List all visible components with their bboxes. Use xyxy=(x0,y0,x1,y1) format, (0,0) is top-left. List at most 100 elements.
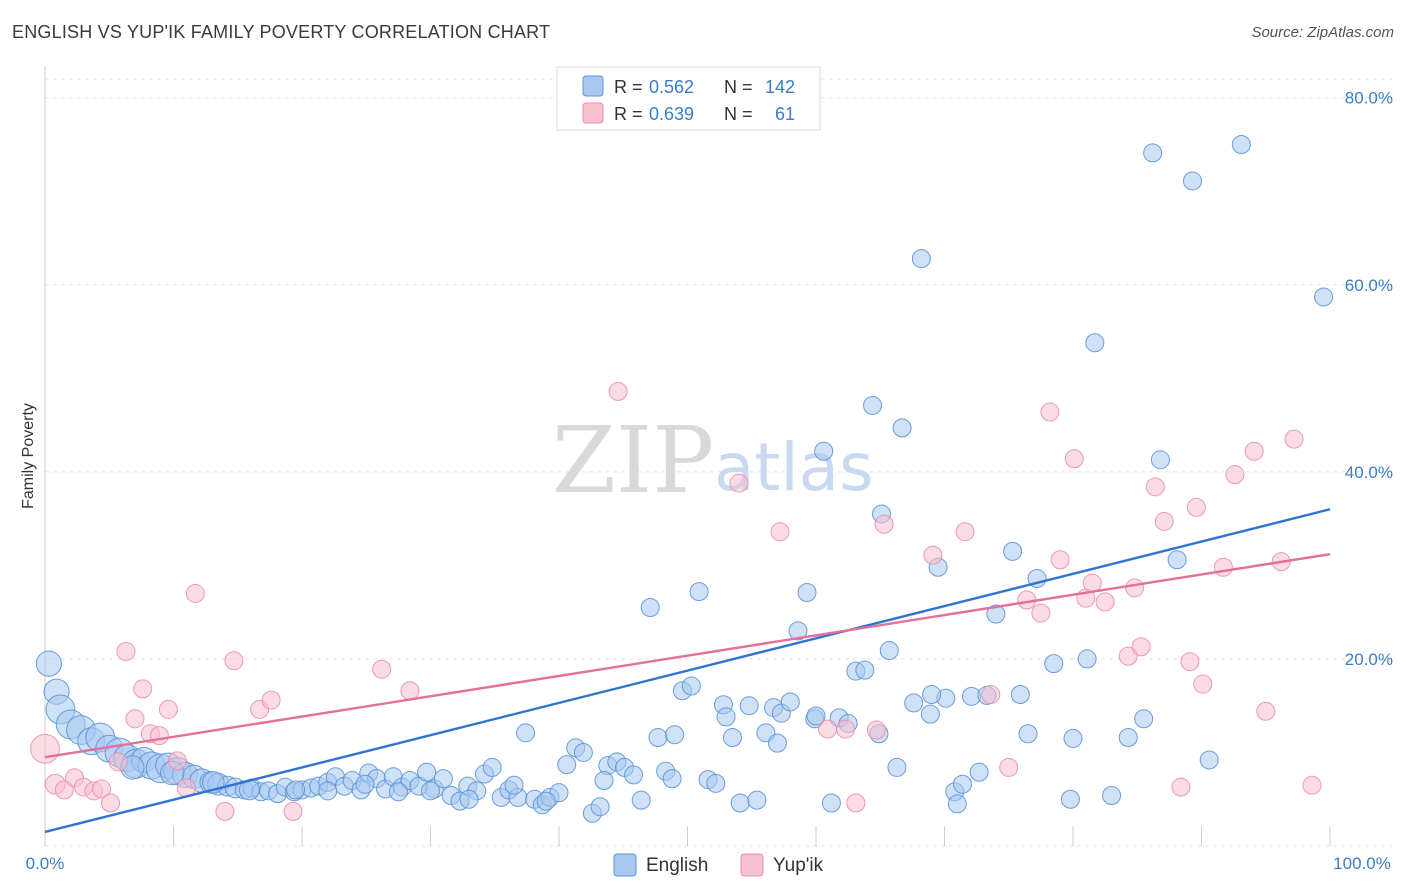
yupik-point xyxy=(92,779,112,799)
english-point xyxy=(814,441,834,461)
yupik-point xyxy=(1118,646,1138,666)
yupik-point xyxy=(1095,592,1115,612)
english-point xyxy=(1010,684,1030,704)
yupik-point xyxy=(729,473,749,493)
english-point xyxy=(986,604,1006,624)
english-point xyxy=(1003,541,1023,561)
english-point xyxy=(482,757,502,777)
yupik-point xyxy=(608,381,628,401)
yupik-point xyxy=(1244,441,1264,461)
yupik-point xyxy=(955,522,975,542)
yupik-point xyxy=(101,793,121,813)
english-point xyxy=(1063,728,1083,748)
yupik-point xyxy=(1050,550,1070,570)
english-point xyxy=(624,765,644,785)
english-point xyxy=(1134,709,1154,729)
legend-swatch-yupik xyxy=(582,102,604,124)
english-point xyxy=(388,782,408,802)
english-point xyxy=(892,418,912,438)
correlation-legend: R = 0.562 N = 142 R = 0.639 N = 61 xyxy=(556,66,821,131)
english-point xyxy=(1060,789,1080,809)
series-legend: English Yup'ik xyxy=(613,853,824,877)
english-point xyxy=(35,650,62,677)
english-point xyxy=(286,780,306,800)
y-tick-label: 80.0% xyxy=(1345,89,1393,108)
english-point xyxy=(1143,143,1163,163)
yupik-point xyxy=(224,651,244,671)
trend-lines xyxy=(44,508,1331,834)
yupik-point xyxy=(923,545,943,565)
english-point xyxy=(573,742,593,762)
english-point xyxy=(1018,724,1038,744)
english-point xyxy=(879,641,899,661)
yupik-point xyxy=(999,757,1019,777)
yupik-trendline xyxy=(44,552,1331,759)
chart-title: ENGLISH VS YUP'IK FAMILY POVERTY CORRELA… xyxy=(12,22,551,42)
english-point xyxy=(788,621,808,641)
english-point xyxy=(911,249,931,269)
y-axis-tick-labels: 20.0% 40.0% 60.0% 80.0% xyxy=(1345,89,1393,669)
english-point xyxy=(421,781,440,801)
english-point xyxy=(459,789,479,809)
legend-r-value-english: 0.562 xyxy=(649,77,694,97)
english-point xyxy=(433,769,453,789)
yupik-point xyxy=(1040,402,1060,422)
yupik-point xyxy=(1213,557,1233,577)
english-point xyxy=(689,582,709,602)
y-tick-label: 20.0% xyxy=(1345,650,1393,669)
yupik-point xyxy=(1171,777,1191,797)
yupik-point xyxy=(846,793,866,813)
x-tick-label-min: 0.0% xyxy=(26,854,65,873)
english-point xyxy=(417,762,437,782)
yupik-point xyxy=(108,752,128,772)
legend-n-value-english: 142 xyxy=(765,77,795,97)
english-point xyxy=(1102,785,1122,805)
yupik-point xyxy=(1186,497,1206,517)
english-point xyxy=(952,774,972,794)
english-point xyxy=(648,727,668,747)
yupik-point xyxy=(149,726,169,746)
yupik-point xyxy=(770,522,790,542)
yupik-point xyxy=(1154,511,1174,531)
bottom-legend-label-yupik: Yup'ik xyxy=(773,855,824,876)
english-point xyxy=(706,773,726,793)
source-label: Source: ZipAtlas.com xyxy=(1251,24,1394,41)
yupik-point xyxy=(185,583,205,603)
english-point xyxy=(557,755,577,775)
english-point xyxy=(536,791,556,811)
x-tick-label-max: 100.0% xyxy=(1333,854,1391,873)
x-axis-ticks xyxy=(173,826,1331,846)
english-point xyxy=(504,775,524,795)
legend-n-label-english: N = xyxy=(724,77,753,97)
legend-n-value-yupik: 61 xyxy=(775,104,795,124)
yupik-point xyxy=(261,690,281,710)
legend-n-label-yupik: N = xyxy=(724,104,753,124)
english-point xyxy=(920,704,940,724)
yupik-points xyxy=(30,381,1322,821)
y-axis-label: Family Poverty xyxy=(20,403,37,509)
yupik-point xyxy=(1225,465,1245,485)
english-point xyxy=(1085,333,1105,353)
yupik-point xyxy=(836,719,856,739)
yupik-point xyxy=(1145,477,1165,497)
yupik-point xyxy=(1031,603,1051,623)
english-point xyxy=(1231,134,1251,154)
english-point xyxy=(747,790,767,810)
english-point xyxy=(681,676,701,696)
english-point xyxy=(722,727,742,747)
yupik-point xyxy=(1082,573,1102,593)
yupik-point xyxy=(400,681,420,701)
legend-r-value-yupik: 0.639 xyxy=(649,104,694,124)
legend-r-label-english: R = xyxy=(614,77,643,97)
english-point xyxy=(355,774,375,794)
english-point xyxy=(1118,727,1138,747)
english-trendline xyxy=(44,508,1331,834)
yupik-point xyxy=(158,699,178,719)
english-point xyxy=(594,771,614,791)
english-point xyxy=(1199,750,1219,770)
english-point xyxy=(1183,171,1203,191)
english-point xyxy=(855,660,875,680)
yupik-point xyxy=(283,801,303,821)
english-point xyxy=(631,790,651,810)
